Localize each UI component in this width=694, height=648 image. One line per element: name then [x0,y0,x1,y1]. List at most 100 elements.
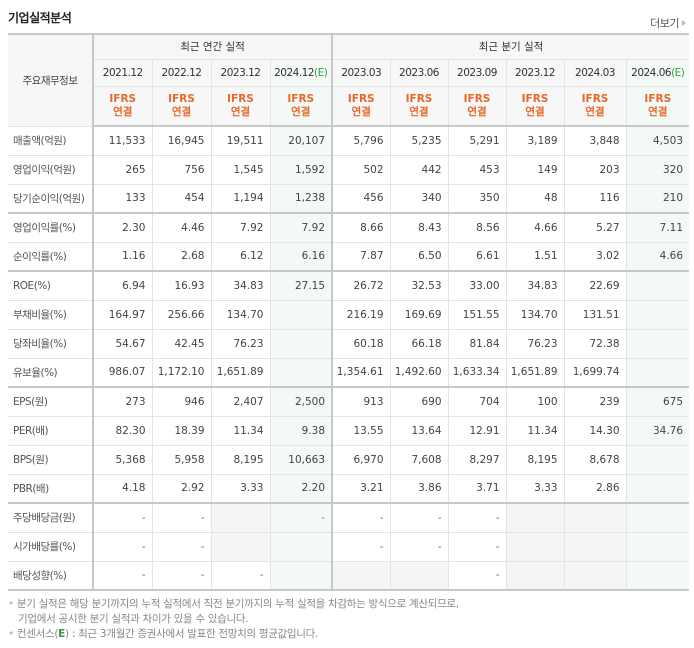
value-cell: 34.83 [210,270,271,301]
value-cell: 8,195 [505,444,565,475]
basis-header: IFRS 연결 [210,85,271,127]
value-cell: 19,511 [210,125,271,156]
table-row: EPS(원) 273 946 2,407 2,500 913 690 704 100 239 675 [8,386,690,417]
value-cell: 6.94 [92,270,153,301]
more-link[interactable]: 더보기 [650,15,686,31]
value-cell: 60.18 [331,328,391,359]
value-cell: 66.18 [389,328,449,359]
value-cell [389,560,449,591]
row-label: 영업이익(억원) [8,154,94,185]
value-cell: 116 [563,183,627,214]
value-cell [269,357,334,388]
footnotes: • 분기 실적은 해당 분기까지의 누적 실적에서 직전 분기까지의 누적 실적을… [8,597,459,642]
value-cell [505,531,565,562]
value-cell: 210 [625,183,690,214]
value-cell: 32.53 [389,270,449,301]
value-cell: 134.70 [505,299,565,330]
estimate-mark: (E) [671,66,685,79]
estimate-mark: (E) [314,66,328,79]
value-cell: - [269,502,334,533]
value-cell [210,531,271,562]
value-cell: 2.20 [269,473,334,504]
value-cell [625,444,690,475]
value-cell: 11,533 [92,125,153,156]
table-row: 영업이익(억원) 265 756 1,545 1,592 502 442 453 149 203 3… [8,154,690,185]
table-row: 주당배당금(원) - - - - - - [8,502,690,533]
basis-header: IFRS 연결 [447,85,507,127]
value-cell: 1.16 [92,241,153,272]
value-cell: 11.34 [505,415,565,446]
table-row: 당좌비율(%) 54.67 42.45 76.23 60.18 66.18 81.84 76.… [8,328,690,359]
value-cell [505,560,565,591]
period-header: 2023.12 [505,58,565,87]
value-cell: 22.69 [563,270,627,301]
value-cell: 456 [331,183,391,214]
value-cell: 239 [563,386,627,417]
value-cell [269,299,334,330]
table-row: 배당성향(%) - - - - [8,560,690,591]
row-label: PER(배) [8,415,94,446]
value-cell: 134.70 [210,299,271,330]
value-cell: - [331,531,391,562]
value-cell: 454 [151,183,212,214]
table-row: 유보율(%) 986.07 1,172.10 1,651.89 1,354.61 1,49… [8,357,690,388]
value-cell: 76.23 [210,328,271,359]
value-cell: - [92,531,153,562]
value-cell [331,560,391,591]
value-cell [563,531,627,562]
value-cell: 3.71 [447,473,507,504]
value-cell: - [92,560,153,591]
basis-header: IFRS 연결 [505,85,565,127]
value-cell: 5,796 [331,125,391,156]
value-cell: 1.51 [505,241,565,272]
value-cell [625,560,690,591]
value-cell: 3,189 [505,125,565,156]
value-cell: 1,354.61 [331,357,391,388]
value-cell [625,328,690,359]
value-cell: 72.38 [563,328,627,359]
value-cell: 164.97 [92,299,153,330]
value-cell: 20,107 [269,125,334,156]
value-cell [625,531,690,562]
value-cell: 11.34 [210,415,271,446]
value-cell: 8,678 [563,444,627,475]
value-cell: 6.12 [210,241,271,272]
value-cell: 16.93 [151,270,212,301]
value-cell [210,502,271,533]
row-label: 순이익률(%) [8,241,94,272]
value-cell: 913 [331,386,391,417]
value-cell: 14.30 [563,415,627,446]
value-cell [269,531,334,562]
row-label: EPS(원) [8,386,94,417]
value-cell: 27.15 [269,270,334,301]
value-cell: 1,194 [210,183,271,214]
value-cell: 1,651.89 [505,357,565,388]
period-header: 2024.12(E) [269,58,334,87]
value-cell: 1,172.10 [151,357,212,388]
value-cell: 26.72 [331,270,391,301]
value-cell: 704 [447,386,507,417]
row-label: ROE(%) [8,270,94,301]
value-cell: 7.11 [625,212,690,243]
value-cell [269,328,334,359]
row-label: 배당성향(%) [8,560,94,591]
value-cell [505,502,565,533]
value-cell: 756 [151,154,212,185]
value-cell: 100 [505,386,565,417]
table-row: 영업이익률(%) 2.30 4.46 7.92 7.92 8.66 8.43 8.56 4.66… [8,212,690,243]
value-cell: 3,848 [563,125,627,156]
value-cell: 502 [331,154,391,185]
value-cell: 690 [389,386,449,417]
value-cell: 6.50 [389,241,449,272]
value-cell: 3.21 [331,473,391,504]
period-header: 2022.12 [151,58,212,87]
basis-header: IFRS 연결 [331,85,391,127]
value-cell: 4.66 [625,241,690,272]
basis-header: IFRS 연결 [151,85,212,127]
value-cell: 33.00 [447,270,507,301]
value-cell: 9.38 [269,415,334,446]
value-cell: 1,651.89 [210,357,271,388]
value-cell: 151.55 [447,299,507,330]
table-row: 순이익률(%) 1.16 2.68 6.12 6.16 7.87 6.50 6.61 1.51 3… [8,241,690,272]
value-cell: 2.68 [151,241,212,272]
